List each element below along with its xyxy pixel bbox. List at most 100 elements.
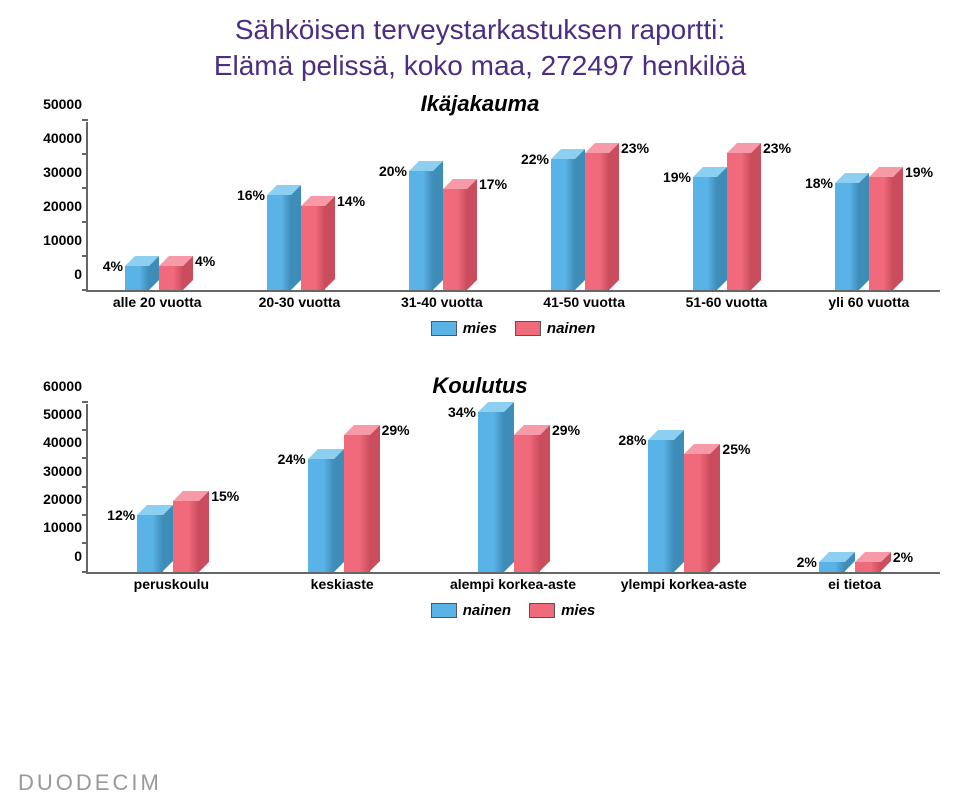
bar-group: 4%4% <box>88 120 230 290</box>
legend-label: mies <box>463 320 497 337</box>
y-axis-label: 10000 <box>26 232 82 248</box>
bar-value-label: 24% <box>278 451 306 467</box>
bar-value-label: 25% <box>722 441 750 457</box>
y-axis-label: 30000 <box>26 463 82 479</box>
bar-value-label: 28% <box>618 432 646 448</box>
chart2-x-labels: peruskoulukeskiastealempi korkea-asteyle… <box>86 576 940 592</box>
x-axis-label: ei tietoa <box>769 576 940 592</box>
chart1-legend: mies nainen <box>86 320 940 337</box>
bar-value-label: 34% <box>448 404 476 420</box>
bar-value-label: 17% <box>479 176 507 192</box>
x-axis-label: keskiaste <box>257 576 428 592</box>
x-axis-label: 41-50 vuotta <box>513 294 655 310</box>
bar: 29% <box>344 425 380 571</box>
y-axis-label: 10000 <box>26 519 82 535</box>
x-axis-label: 20-30 vuotta <box>228 294 370 310</box>
y-axis-label: 40000 <box>26 130 82 146</box>
legend-item: mies <box>431 320 497 337</box>
legend-item: nainen <box>431 602 511 619</box>
bar-group: 24%29% <box>258 402 428 572</box>
y-axis-label: 30000 <box>26 164 82 180</box>
bar: 4% <box>125 256 159 290</box>
bar: 17% <box>443 179 477 290</box>
bar-group: 28%25% <box>599 402 769 572</box>
chart1-plot: 010000200003000040000500004%4%16%14%20%1… <box>86 122 940 292</box>
page-title: Sähköisen terveystarkastuksen raportti: … <box>0 0 960 85</box>
bar: 23% <box>727 143 761 290</box>
bar: 16% <box>267 185 301 290</box>
chart-ikajakauma: Ikäjakauma 010000200003000040000500004%4… <box>20 91 940 337</box>
bar-group: 34%29% <box>429 402 599 572</box>
bar: 28% <box>648 430 684 572</box>
legend-label: mies <box>561 602 595 619</box>
y-axis-label: 50000 <box>26 406 82 422</box>
bar: 18% <box>835 173 869 290</box>
logo: DUODECIM <box>18 770 162 796</box>
y-axis-label: 20000 <box>26 491 82 507</box>
legend-swatch <box>529 603 555 618</box>
legend-swatch <box>431 603 457 618</box>
bar: 22% <box>551 149 585 290</box>
bar-value-label: 19% <box>905 164 933 180</box>
x-axis-label: 51-60 vuotta <box>655 294 797 310</box>
y-axis-label: 0 <box>26 548 82 564</box>
bar: 2% <box>819 552 855 571</box>
legend-label: nainen <box>463 602 511 619</box>
x-axis-label: 31-40 vuotta <box>371 294 513 310</box>
bar: 2% <box>855 552 891 571</box>
x-axis-label: ylempi korkea-aste <box>598 576 769 592</box>
bar-value-label: 12% <box>107 507 135 523</box>
bar-group: 18%19% <box>798 120 940 290</box>
bar: 29% <box>514 425 550 571</box>
bar: 25% <box>684 444 720 572</box>
bar-value-label: 2% <box>797 554 817 570</box>
y-axis-label: 20000 <box>26 198 82 214</box>
y-axis-label: 60000 <box>26 378 82 394</box>
bar: 19% <box>693 167 727 290</box>
bar-value-label: 14% <box>337 193 365 209</box>
bar-value-label: 18% <box>805 175 833 191</box>
bar-value-label: 16% <box>237 187 265 203</box>
legend-label: nainen <box>547 320 595 337</box>
chart1-title: Ikäjakauma <box>20 91 940 117</box>
bar-value-label: 2% <box>893 549 913 565</box>
bar: 19% <box>869 167 903 290</box>
bar-group: 19%23% <box>656 120 798 290</box>
bar-group: 16%14% <box>230 120 372 290</box>
x-axis-label: alle 20 vuotta <box>86 294 228 310</box>
bar-value-label: 4% <box>195 253 215 269</box>
x-axis-label: alempi korkea-aste <box>428 576 599 592</box>
bar-value-label: 22% <box>521 151 549 167</box>
bar: 12% <box>137 505 173 571</box>
legend-swatch <box>515 321 541 336</box>
y-axis-label: 40000 <box>26 434 82 450</box>
y-axis-label: 0 <box>26 266 82 282</box>
bar-value-label: 4% <box>103 258 123 274</box>
bar-value-label: 23% <box>621 140 649 156</box>
bar-value-label: 15% <box>211 488 239 504</box>
chart2-title: Koulutus <box>20 373 940 399</box>
bar-value-label: 29% <box>552 422 580 438</box>
bar-value-label: 23% <box>763 140 791 156</box>
chart1-x-labels: alle 20 vuotta20-30 vuotta31-40 vuotta41… <box>86 294 940 310</box>
bar: 14% <box>301 196 335 289</box>
legend-swatch <box>431 321 457 336</box>
bar-value-label: 20% <box>379 163 407 179</box>
bar-group: 20%17% <box>372 120 514 290</box>
bar: 20% <box>409 161 443 290</box>
chart2-plot: 010000200003000040000500006000012%15%24%… <box>86 404 940 574</box>
page-title-line1: Sähköisen terveystarkastuksen raportti: <box>235 14 725 45</box>
bar: 34% <box>478 402 514 572</box>
bar-group: 2%2% <box>770 402 940 572</box>
bar: 24% <box>308 449 344 572</box>
bar-group: 12% 15% <box>88 402 258 572</box>
legend-item: mies <box>529 602 595 619</box>
x-axis-label: yli 60 vuotta <box>798 294 940 310</box>
bar: 4% <box>159 256 193 290</box>
bar-value-label: 19% <box>663 169 691 185</box>
chart-koulutus: Koulutus 0 10000 20000 30000 40000 50000 60000… <box>20 373 940 619</box>
x-axis-label: peruskoulu <box>86 576 257 592</box>
chart2-legend: nainen mies <box>86 602 940 619</box>
bar-value-label: 29% <box>382 422 410 438</box>
bar-group: 22% 23% <box>514 120 656 290</box>
